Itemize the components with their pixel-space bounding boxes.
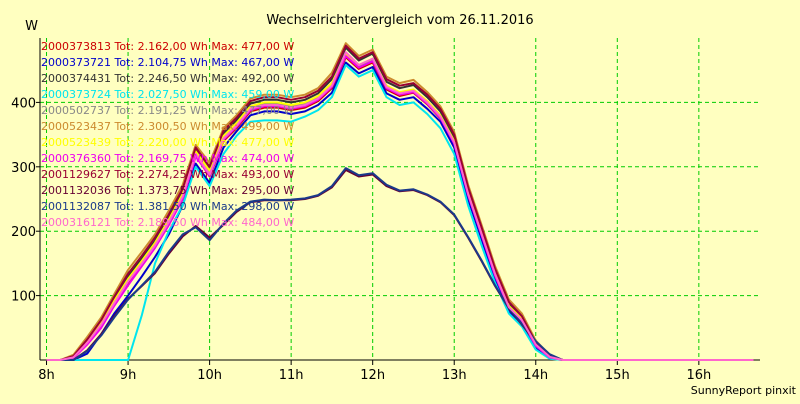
series-line-2001132036	[46, 169, 754, 361]
legend-entry-2000374431: 2000374431 Tot: 2.246,50 Wh Max: 492,00 …	[41, 72, 294, 85]
legend-entry-2000373813: 2000373813 Tot: 2.162,00 Wh Max: 477,00 …	[41, 40, 294, 53]
x-tick-label: 10h	[197, 368, 222, 383]
x-tick-label: 8h	[38, 368, 55, 383]
legend-entry-2000373724: 2000373724 Tot: 2.027,50 Wh Max: 459,00 …	[41, 88, 294, 101]
x-tick-label: 11h	[279, 368, 304, 383]
series-lines	[46, 42, 754, 361]
footer-credit: SunnyReport pinxit	[691, 384, 797, 397]
x-tick-label: 9h	[120, 368, 137, 383]
legend-entry-2000523437: 2000523437 Tot: 2.300,50 Wh Max: 499,00 …	[41, 120, 294, 133]
legend-entry-2001132036: 2001132036 Tot: 1.373,75 Wh Max: 295,00 …	[41, 184, 294, 197]
x-tick-label: 12h	[360, 368, 385, 383]
chart-title: Wechselrichtervergleich vom 26.11.2016	[266, 13, 533, 28]
x-tick-label: 16h	[686, 368, 711, 383]
y-tick-label: 200	[11, 225, 36, 240]
legend-entry-2000502737: 2000502737 Tot: 2.191,25 Wh Max: 477,00 …	[41, 104, 294, 117]
x-tick-label: 15h	[605, 368, 630, 383]
legend: 2000373813 Tot: 2.162,00 Wh Max: 477,00 …	[41, 40, 294, 229]
x-tick-label: 14h	[523, 368, 548, 383]
legend-entry-2001129627: 2001129627 Tot: 2.274,25 Wh Max: 493,00 …	[41, 168, 294, 181]
legend-entry-2000523439: 2000523439 Tot: 2.220,00 Wh Max: 477,00 …	[41, 136, 294, 149]
y-tick-label: 100	[11, 290, 36, 305]
axes: 8h 9h 10h 11h 12h 13h 14h 15h 16h 100 200 300 400	[11, 38, 760, 383]
legend-entry-2000373721: 2000373721 Tot: 2.104,75 Wh Max: 467,00 …	[41, 56, 294, 69]
y-axis-label: W	[25, 19, 38, 34]
legend-entry-2001132087: 2001132087 Tot: 1.381,50 Wh Max: 298,00 …	[41, 200, 294, 213]
y-tick-label: 400	[11, 96, 36, 111]
x-tick-label: 13h	[442, 368, 467, 383]
legend-entry-2000376360: 2000376360 Tot: 2.169,75 Wh Max: 474,00 …	[41, 152, 294, 165]
legend-entry-2000316121: 2000316121 Tot: 2.189,50 Wh Max: 484,00 …	[41, 216, 294, 229]
y-tick-label: 300	[11, 161, 36, 176]
series-line-2000316121	[46, 51, 754, 361]
